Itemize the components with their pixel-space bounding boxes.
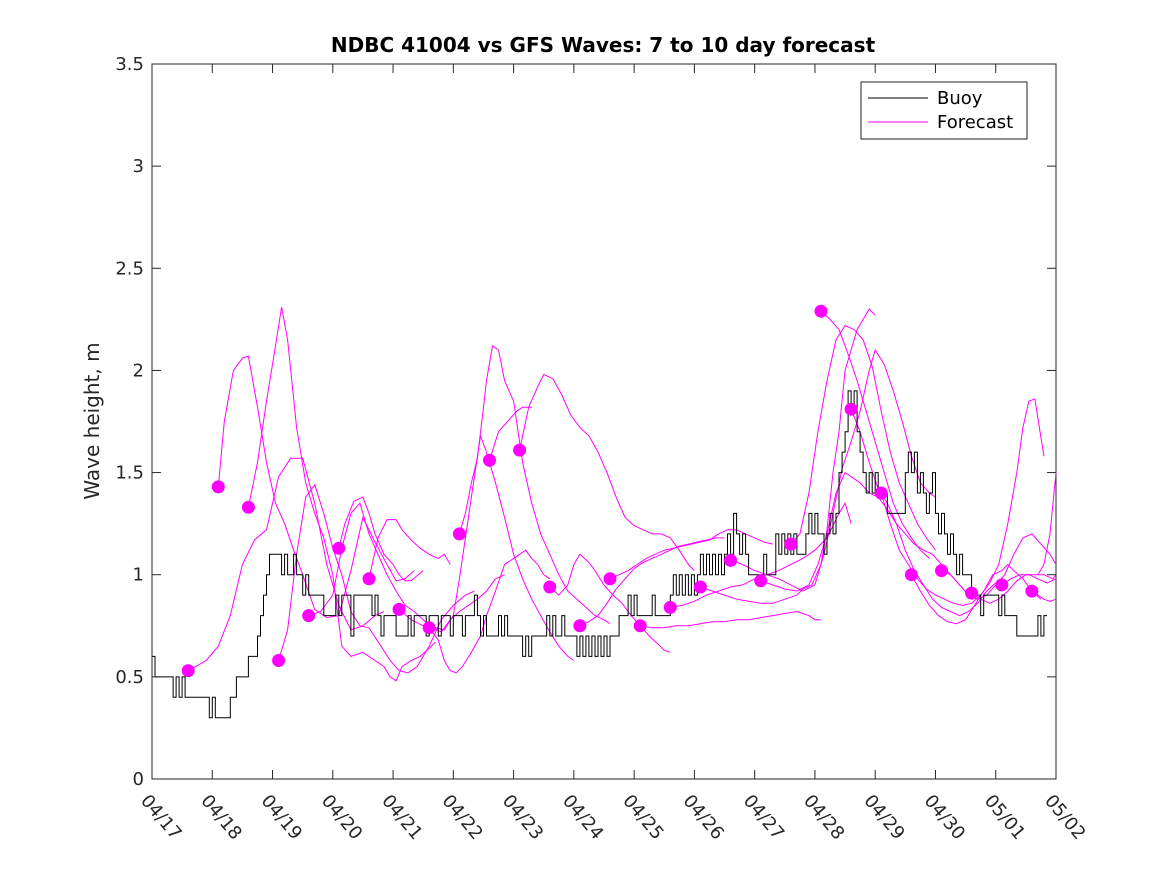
forecast-line <box>368 519 451 579</box>
forecast-line <box>730 348 936 592</box>
forecast-marker <box>513 443 527 457</box>
forecast-marker <box>693 580 707 594</box>
forecast-line <box>247 307 436 682</box>
forecast-marker <box>332 541 346 555</box>
forecast-line <box>308 502 505 633</box>
forecast-marker <box>754 574 768 588</box>
y-tick-label: 1.5 <box>115 463 144 484</box>
forecast-line <box>971 574 1057 604</box>
forecast-marker <box>904 568 918 582</box>
legend-forecast-label: Forecast <box>937 112 1013 133</box>
forecast-line <box>700 308 876 604</box>
forecast-line <box>338 496 424 582</box>
forecast-marker <box>392 602 406 616</box>
forecast-line <box>458 345 611 625</box>
y-axis-ticks: 0 0.5 1 1.5 2 2.5 3 3.5 <box>115 54 1056 790</box>
y-tick-label: 3 <box>133 156 144 177</box>
forecast-line <box>428 549 551 674</box>
y-axis-label: Wave height, m <box>80 342 104 499</box>
forecast-marker <box>211 480 225 494</box>
forecast-marker <box>302 609 316 623</box>
forecast-marker <box>1025 584 1039 598</box>
legend-box <box>860 81 1028 140</box>
forecast-marker <box>844 402 858 416</box>
forecast-line <box>790 324 936 551</box>
plot-area <box>151 63 1057 780</box>
y-tick-label: 2 <box>133 360 144 381</box>
forecast-line <box>880 398 1045 606</box>
forecast-marker <box>814 304 828 318</box>
legend: Buoy Forecast <box>860 81 1028 140</box>
forecast-line <box>820 310 930 559</box>
legend-buoy-label: Buoy <box>937 88 983 109</box>
forecast-marker <box>483 453 496 467</box>
y-tick-label: 3.5 <box>115 54 144 75</box>
forecast-line <box>549 553 671 653</box>
forecast-marker <box>573 619 587 633</box>
y-tick-label: 0.5 <box>115 667 144 688</box>
y-tick-label: 0 <box>133 769 144 790</box>
forecast-marker <box>543 580 557 594</box>
forecast-marker <box>663 600 677 614</box>
forecast-marker-group <box>181 304 1039 678</box>
forecast-marker <box>241 500 255 514</box>
forecast-marker <box>935 564 948 578</box>
forecast-line <box>519 373 695 571</box>
forecast-marker <box>362 572 376 586</box>
buoy-series-group <box>152 390 1047 719</box>
forecast-marker <box>965 586 979 600</box>
forecast-marker <box>181 664 195 678</box>
forecast-marker <box>784 537 798 551</box>
forecast-line <box>579 537 725 627</box>
forecast-marker <box>995 578 1009 592</box>
buoy-line <box>152 390 1047 719</box>
forecast-marker <box>633 619 647 633</box>
forecast-marker <box>272 654 286 667</box>
y-tick-label: 2.5 <box>115 258 144 279</box>
forecast-line <box>1001 574 1057 586</box>
forecast-marker <box>874 486 888 500</box>
forecast-marker <box>452 527 466 541</box>
forecast-line <box>489 406 532 461</box>
chart-title: NDBC 41004 vs GFS Waves: 7 to 10 day for… <box>331 33 876 57</box>
forecast-marker <box>603 572 617 586</box>
forecast-marker <box>724 553 738 567</box>
forecast-line <box>640 610 821 629</box>
forecast-line <box>1037 472 1057 575</box>
y-tick-label: 1 <box>133 565 144 586</box>
forecast-marker <box>422 621 436 635</box>
forecast-line <box>187 457 385 672</box>
